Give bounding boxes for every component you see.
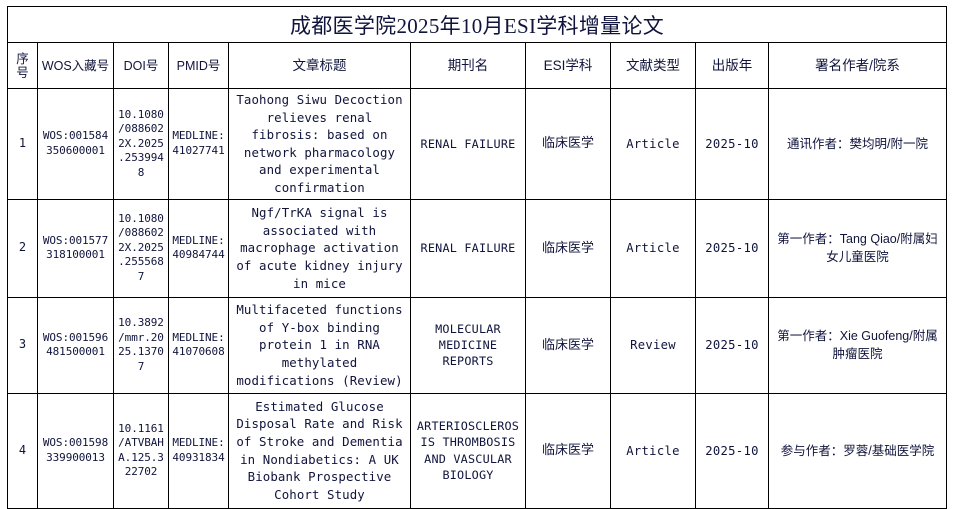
- cell-year[interactable]: 2025-10: [695, 198, 769, 298]
- cell-index[interactable]: 4: [7, 392, 38, 509]
- cell-doi[interactable]: 10.3892/mmr.2025.13707: [113, 296, 169, 394]
- column-header-wos[interactable]: WOS入藏号: [37, 42, 114, 89]
- cell-journal[interactable]: RENAL FAILURE: [410, 198, 526, 298]
- cell-year[interactable]: 2025-10: [695, 296, 769, 394]
- cell-wos[interactable]: WOS:001596481500001: [37, 296, 114, 394]
- cell-journal[interactable]: ARTERIOSCLEROSIS THROMBOSIS AND VASCULAR…: [410, 392, 526, 509]
- cell-type[interactable]: Review: [610, 296, 696, 394]
- table-row: 2 WOS:001577318100001 10.1080/0886022X.2…: [7, 198, 948, 298]
- cell-pmid[interactable]: MEDLINE:41070608: [168, 296, 229, 394]
- cell-title[interactable]: Multifaceted functions of Y-box binding …: [228, 296, 411, 394]
- cell-pmid[interactable]: MEDLINE:40984744: [168, 198, 229, 298]
- column-header-subject[interactable]: ESI学科: [525, 42, 611, 89]
- cell-author[interactable]: 第一作者：Xie Guofeng/附属肿瘤医院: [767, 296, 948, 394]
- cell-subject[interactable]: 临床医学: [525, 88, 611, 200]
- table-row: 1 WOS:001584350600001 10.1080/0886022X.2…: [7, 88, 948, 200]
- column-header-title[interactable]: 文章标题: [228, 42, 411, 89]
- cell-title[interactable]: Taohong Siwu Decoction relieves renal fi…: [228, 88, 411, 200]
- page-title: 成都医学院2025年10月ESI学科增量论文: [6, 6, 948, 43]
- cell-wos[interactable]: WOS:001584350600001: [37, 88, 114, 200]
- cell-title[interactable]: Ngf/TrKA signal is associated with macro…: [228, 198, 411, 298]
- cell-pmid[interactable]: MEDLINE:41027741: [168, 88, 229, 200]
- column-header-type[interactable]: 文献类型: [610, 42, 696, 89]
- cell-wos[interactable]: WOS:001577318100001: [37, 198, 114, 298]
- cell-type[interactable]: Article: [610, 392, 696, 509]
- table-header-row: 序号 WOS入藏号 DOI号 PMID号 文章标题 期刊名 ESI学科 文献类型…: [7, 42, 948, 89]
- cell-pmid[interactable]: MEDLINE:40931834: [168, 392, 229, 509]
- column-header-year[interactable]: 出版年: [695, 42, 769, 89]
- cell-journal[interactable]: RENAL FAILURE: [410, 88, 526, 200]
- column-header-author[interactable]: 署名作者/院系: [767, 42, 948, 89]
- column-header-pmid[interactable]: PMID号: [168, 42, 229, 89]
- table-title-row: 成都医学院2025年10月ESI学科增量论文: [6, 6, 948, 43]
- esi-papers-table: 成都医学院2025年10月ESI学科增量论文 序号 WOS入藏号 DOI号 PM…: [6, 6, 948, 509]
- cell-wos[interactable]: WOS:001598339900013: [37, 392, 114, 509]
- cell-author[interactable]: 参与作者：罗蓉/基础医学院: [767, 392, 948, 509]
- table-row: 4 WOS:001598339900013 10.1161/ATVBAHA.12…: [7, 392, 948, 509]
- cell-subject[interactable]: 临床医学: [525, 392, 611, 509]
- cell-title[interactable]: Estimated Glucose Disposal Rate and Risk…: [228, 392, 411, 509]
- column-header-journal[interactable]: 期刊名: [410, 42, 526, 89]
- cell-year[interactable]: 2025-10: [695, 392, 769, 509]
- cell-index[interactable]: 2: [7, 198, 38, 298]
- cell-doi[interactable]: 10.1080/0886022X.2025.2555687: [113, 198, 169, 298]
- cell-doi[interactable]: 10.1080/0886022X.2025.2539948: [113, 88, 169, 200]
- cell-doi[interactable]: 10.1161/ATVBAHA.125.322702: [113, 392, 169, 509]
- column-header-index[interactable]: 序号: [7, 42, 38, 89]
- cell-subject[interactable]: 临床医学: [525, 198, 611, 298]
- cell-author[interactable]: 第一作者：Tang Qiao/附属妇女儿童医院: [767, 198, 948, 298]
- table-row: 3 WOS:001596481500001 10.3892/mmr.2025.1…: [7, 296, 948, 394]
- column-header-doi[interactable]: DOI号: [113, 42, 169, 89]
- cell-index[interactable]: 1: [7, 88, 38, 200]
- cell-author[interactable]: 通讯作者：樊均明/附一院: [767, 88, 948, 200]
- cell-year[interactable]: 2025-10: [695, 88, 769, 200]
- cell-type[interactable]: Article: [610, 88, 696, 200]
- cell-index[interactable]: 3: [7, 296, 38, 394]
- cell-type[interactable]: Article: [610, 198, 696, 298]
- cell-journal[interactable]: MOLECULAR MEDICINE REPORTS: [410, 296, 526, 394]
- cell-subject[interactable]: 临床医学: [525, 296, 611, 394]
